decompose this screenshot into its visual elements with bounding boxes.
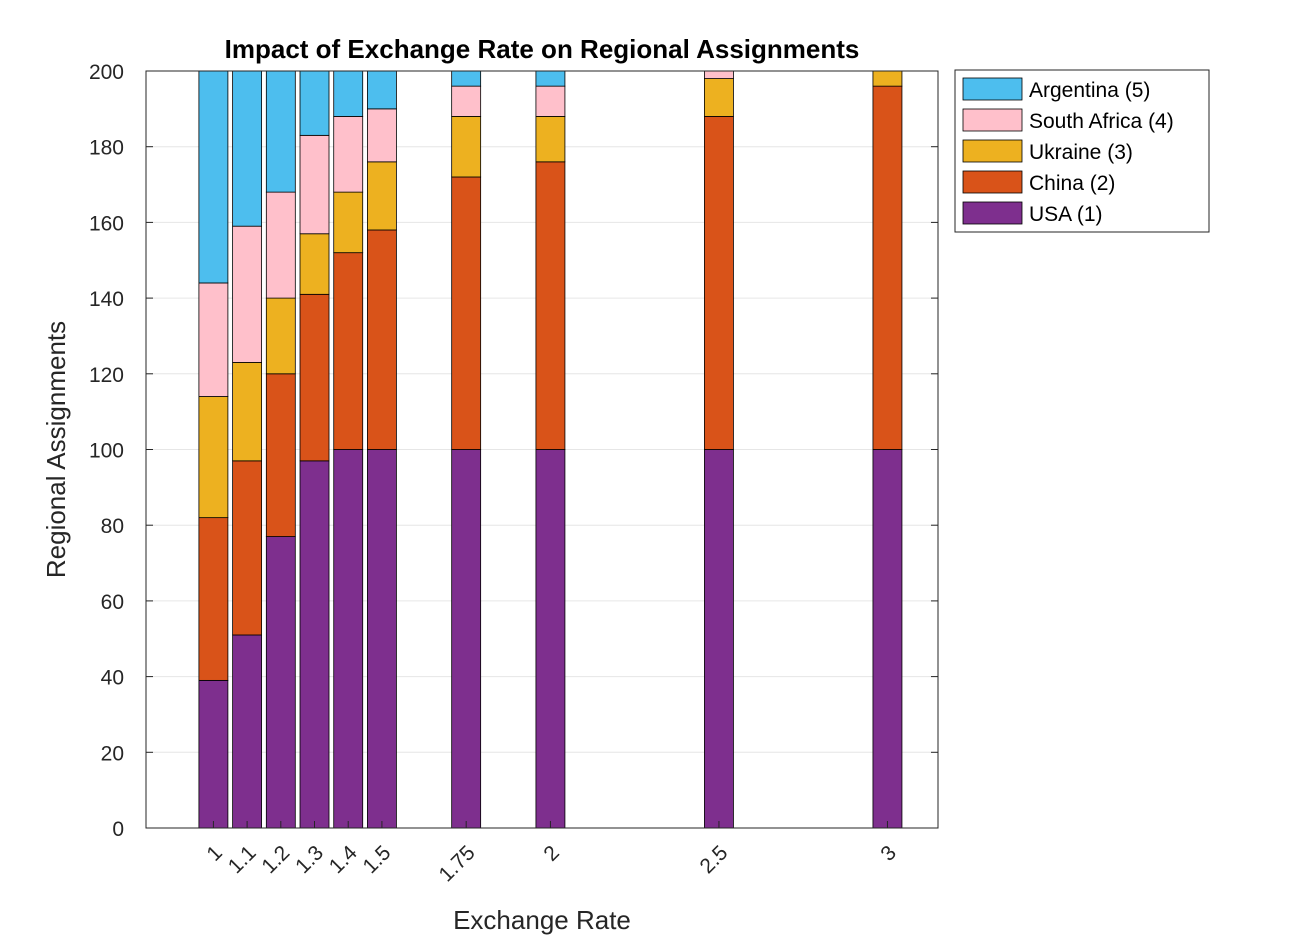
- y-tick-label: 120: [89, 364, 124, 387]
- y-tick-label: 200: [89, 61, 124, 84]
- y-tick-label: 0: [112, 818, 124, 841]
- bar-segment: [299, 134, 330, 235]
- bar-segment: [704, 449, 734, 829]
- bar-segment: [367, 70, 397, 110]
- legend: Argentina (5) South Africa (4) Ukraine (3)…: [954, 69, 1210, 233]
- bar-segment: [704, 70, 734, 79]
- bar-segment: [299, 293, 330, 462]
- bars: [198, 70, 903, 829]
- bar-segment: [198, 679, 229, 829]
- bar-segment: [535, 116, 566, 163]
- chart-title: Impact of Exchange Rate on Regional Assi…: [225, 34, 860, 64]
- bar-segment: [198, 396, 229, 519]
- bar-segment: [299, 233, 330, 295]
- bar-segment: [451, 176, 482, 450]
- bar-segment: [367, 108, 397, 163]
- bar-segment: [704, 116, 734, 450]
- bar-segment: [535, 161, 566, 450]
- bar-segment: [265, 70, 296, 193]
- x-axis-title: Exchange Rate: [453, 905, 631, 935]
- bar-segment: [451, 116, 482, 178]
- bar-segment: [704, 78, 734, 117]
- y-tick-label: 140: [89, 288, 124, 311]
- y-tick-label: 80: [101, 515, 124, 538]
- legend-swatch: [962, 77, 1023, 101]
- bar-segment: [232, 225, 263, 363]
- bar-segment: [535, 70, 566, 87]
- legend-label: Ukraine (3): [1029, 141, 1133, 164]
- bar-segment: [367, 229, 397, 450]
- y-tick-label: 60: [101, 591, 124, 614]
- bar-segment: [872, 85, 903, 450]
- y-tick-label: 180: [89, 137, 124, 160]
- bar-segment: [299, 460, 330, 829]
- bar-segment: [367, 161, 397, 231]
- y-tick-label: 100: [89, 440, 124, 463]
- legend-label: South Africa (4): [1029, 110, 1174, 133]
- y-axis-title: Regional Assignments: [41, 321, 71, 578]
- bar-segment: [451, 70, 482, 87]
- y-axis-ticks: 0 20 40 60 80 100 120 140 160 180 200: [89, 61, 938, 841]
- bar-segment: [367, 449, 397, 829]
- bar-segment: [232, 70, 263, 227]
- bar-segment: [872, 70, 903, 87]
- legend-swatch: [962, 139, 1023, 163]
- legend-label: USA (1): [1029, 203, 1103, 226]
- bar-segment: [333, 252, 364, 450]
- bar-segment: [265, 297, 296, 375]
- bar-segment: [232, 460, 263, 636]
- bar-segment: [299, 70, 330, 136]
- bar-segment: [333, 116, 364, 193]
- legend-swatch: [962, 108, 1023, 132]
- bar-segment: [265, 536, 296, 829]
- bar-segment: [198, 282, 229, 397]
- bar-segment: [333, 70, 364, 117]
- bar-segment: [333, 191, 364, 254]
- bar-segment: [451, 449, 482, 829]
- bar-segment: [535, 449, 566, 829]
- bar-segment: [198, 70, 229, 284]
- bar-segment: [333, 449, 364, 829]
- bar-segment: [872, 449, 903, 829]
- bar-segment: [265, 191, 296, 299]
- legend-swatch: [962, 201, 1023, 225]
- y-tick-label: 160: [89, 212, 124, 235]
- bar-segment: [535, 85, 566, 117]
- bar-segment: [451, 85, 482, 117]
- bar-segment: [198, 517, 229, 681]
- legend-swatch: [962, 170, 1023, 194]
- y-tick-label: 20: [101, 742, 124, 765]
- bar-segment: [232, 634, 263, 829]
- bar-segment: [232, 362, 263, 462]
- legend-label: Argentina (5): [1029, 79, 1150, 102]
- legend-label: China (2): [1029, 172, 1115, 195]
- bar-segment: [265, 373, 296, 537]
- y-tick-label: 40: [101, 667, 124, 690]
